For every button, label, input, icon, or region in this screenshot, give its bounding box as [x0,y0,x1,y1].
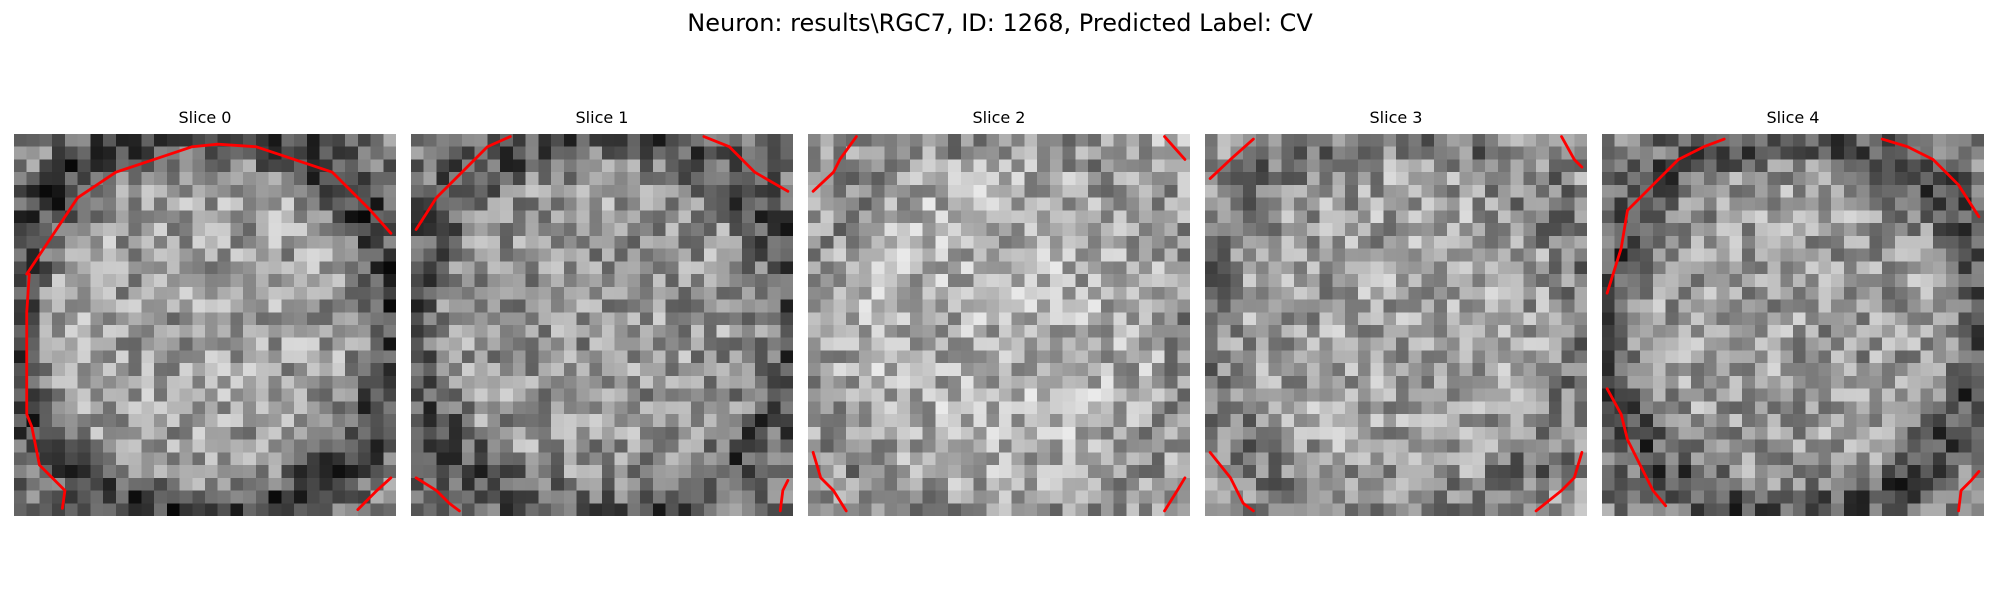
slice-panel-0: Slice 0 [14,108,396,516]
contour-line [1560,135,1584,169]
slice-panel-4: Slice 4 [1602,108,1984,516]
slice-title: Slice 0 [178,108,232,127]
contour-line [1208,450,1255,513]
contour-line [778,478,790,513]
slice-image [808,134,1190,516]
slice-image [1205,134,1587,516]
slice-image [411,134,793,516]
slice-image [14,134,396,516]
slice-image [1602,134,1984,516]
slice-title: Slice 3 [1369,108,1423,127]
slice-title: Slice 1 [575,108,629,127]
contour-line [702,135,790,193]
contour-line [25,272,67,510]
contour-line [811,450,848,513]
contour-line [414,135,512,231]
slice-title: Slice 4 [1766,108,1820,127]
slice-title: Slice 2 [972,108,1026,127]
contour-line [1163,476,1187,513]
contour-line [1534,450,1584,513]
slice-panel-3: Slice 3 [1205,108,1587,516]
contour-line [811,135,858,193]
contour-line [1605,137,1726,295]
contour-line [1957,470,1981,513]
slice-panel-2: Slice 2 [808,108,1190,516]
contour-line [414,476,461,513]
contour-line [1208,137,1255,180]
contour-line [1880,137,1981,219]
contour-line [356,476,393,512]
slice-panel-1: Slice 1 [411,108,793,516]
contour-line [1163,135,1187,161]
contour-line [1605,387,1668,508]
contour-line [25,142,393,276]
figure-title: Neuron: results\RGC7, ID: 1268, Predicte… [687,9,1313,37]
